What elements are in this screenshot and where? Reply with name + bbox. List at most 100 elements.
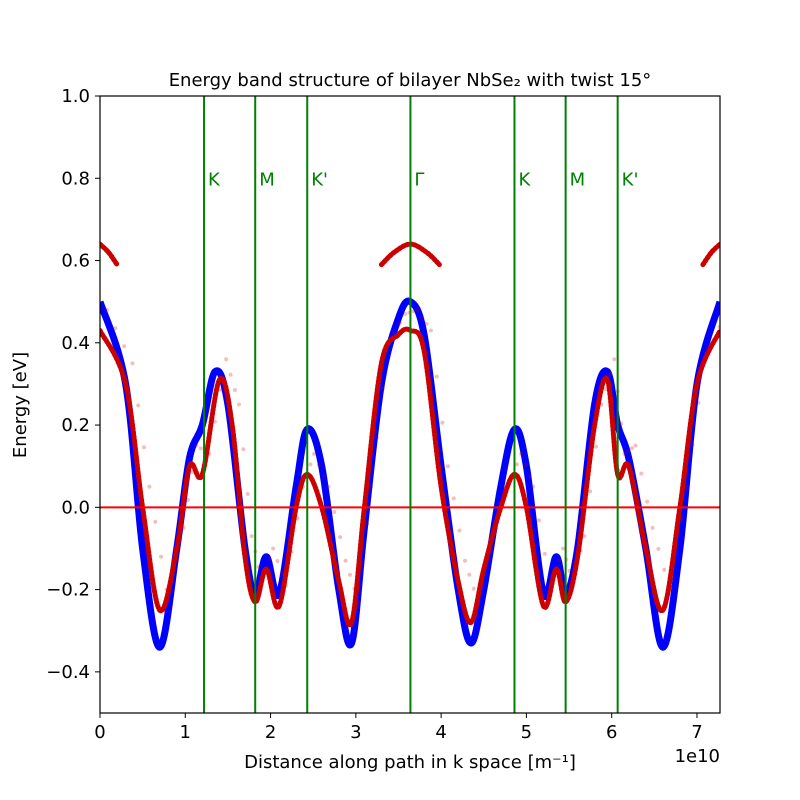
faint-point <box>428 328 433 333</box>
faint-point <box>570 579 575 584</box>
faint-point <box>263 568 268 573</box>
faint-point <box>228 372 233 377</box>
faint-point <box>300 484 305 489</box>
faint-point <box>424 321 429 326</box>
faint-point <box>326 484 331 489</box>
faint-point <box>194 443 199 448</box>
x-tick-label: 5 <box>521 722 532 743</box>
faint-point <box>283 583 288 588</box>
x-tick-label: 2 <box>265 722 276 743</box>
faint-point <box>684 484 689 489</box>
x-tick-label: 7 <box>691 722 702 743</box>
faint-point <box>701 361 706 366</box>
faint-point <box>574 563 579 568</box>
faint-point <box>445 464 450 469</box>
x-axis-offset-label: 1e10 <box>675 746 720 767</box>
faint-point <box>392 331 397 336</box>
faint-point <box>475 599 480 604</box>
faint-point <box>594 444 598 449</box>
faint-point <box>619 421 624 426</box>
faint-point <box>279 571 284 576</box>
faint-point <box>232 388 237 393</box>
faint-point <box>717 325 720 330</box>
faint-point <box>356 599 361 604</box>
kpoint-label: K' <box>311 169 328 190</box>
faint-point <box>484 563 489 568</box>
faint-point <box>603 387 608 392</box>
faint-point <box>527 474 532 479</box>
faint-point <box>190 469 195 474</box>
faint-point <box>494 525 499 530</box>
faint-point <box>181 525 186 530</box>
faint-point <box>645 499 650 504</box>
faint-point <box>142 445 147 450</box>
y-tick-label: 0.2 <box>61 415 90 436</box>
faint-point <box>321 474 326 479</box>
plot-frame <box>99 95 721 714</box>
y-tick-label: −0.2 <box>46 580 90 601</box>
faint-point <box>343 558 348 563</box>
y-tick-label: 0.4 <box>61 333 90 354</box>
faint-point <box>267 556 272 561</box>
faint-point <box>360 560 365 565</box>
faint-point <box>471 586 476 591</box>
faint-point <box>338 535 343 540</box>
faint-point <box>451 496 456 501</box>
faint-point <box>650 525 655 530</box>
y-tick-label: −0.4 <box>46 662 90 683</box>
x-tick-label: 1 <box>180 722 191 743</box>
faint-point <box>245 492 250 497</box>
kpoint-label: K' <box>622 169 639 190</box>
faint-point <box>622 451 627 456</box>
faint-point <box>153 519 158 524</box>
faint-point <box>332 509 337 514</box>
faint-point <box>440 420 445 425</box>
faint-point <box>271 546 276 551</box>
faint-point <box>488 546 493 551</box>
faint-point <box>505 484 510 489</box>
faint-point <box>608 371 613 376</box>
series-2-line <box>100 241 120 268</box>
faint-point <box>582 534 587 539</box>
faint-point <box>510 473 515 478</box>
faint-point <box>312 451 317 456</box>
faint-point <box>260 579 265 584</box>
faint-point <box>523 463 528 468</box>
faint-point <box>542 551 547 556</box>
faint-point <box>673 552 678 557</box>
faint-point <box>104 307 109 312</box>
kpoint-label: M <box>259 169 275 190</box>
faint-point <box>316 463 321 468</box>
faint-point <box>578 548 583 553</box>
faint-point <box>633 443 638 448</box>
faint-point <box>514 462 519 467</box>
faint-point <box>630 446 635 451</box>
faint-point <box>275 559 280 564</box>
faint-point <box>198 446 203 451</box>
faint-point <box>588 489 593 494</box>
faint-point <box>176 545 181 550</box>
faint-point <box>434 374 439 379</box>
faint-point <box>415 307 420 312</box>
faint-point <box>113 326 118 331</box>
faint-point <box>130 361 135 366</box>
faint-point <box>639 471 644 476</box>
faint-point <box>556 558 561 563</box>
x-tick-label: 4 <box>435 722 446 743</box>
faint-point <box>164 587 169 592</box>
faint-point <box>567 568 572 573</box>
faint-point <box>369 484 374 489</box>
faint-point <box>237 402 242 407</box>
faint-point <box>463 558 468 563</box>
faint-point <box>537 518 542 523</box>
x-tick-label: 3 <box>350 722 361 743</box>
faint-point <box>519 451 524 456</box>
faint-point <box>667 587 672 592</box>
faint-point <box>207 451 212 456</box>
axes: 0 1 2 3 4 5 6 7 −0.4 −0.2 0.0 0.2 0.4 0.6 0.8 1.0 <box>46 86 721 743</box>
faint-point <box>679 517 684 522</box>
x-tick-label: 6 <box>606 722 617 743</box>
faint-point <box>308 462 313 467</box>
faint-point <box>136 403 141 408</box>
